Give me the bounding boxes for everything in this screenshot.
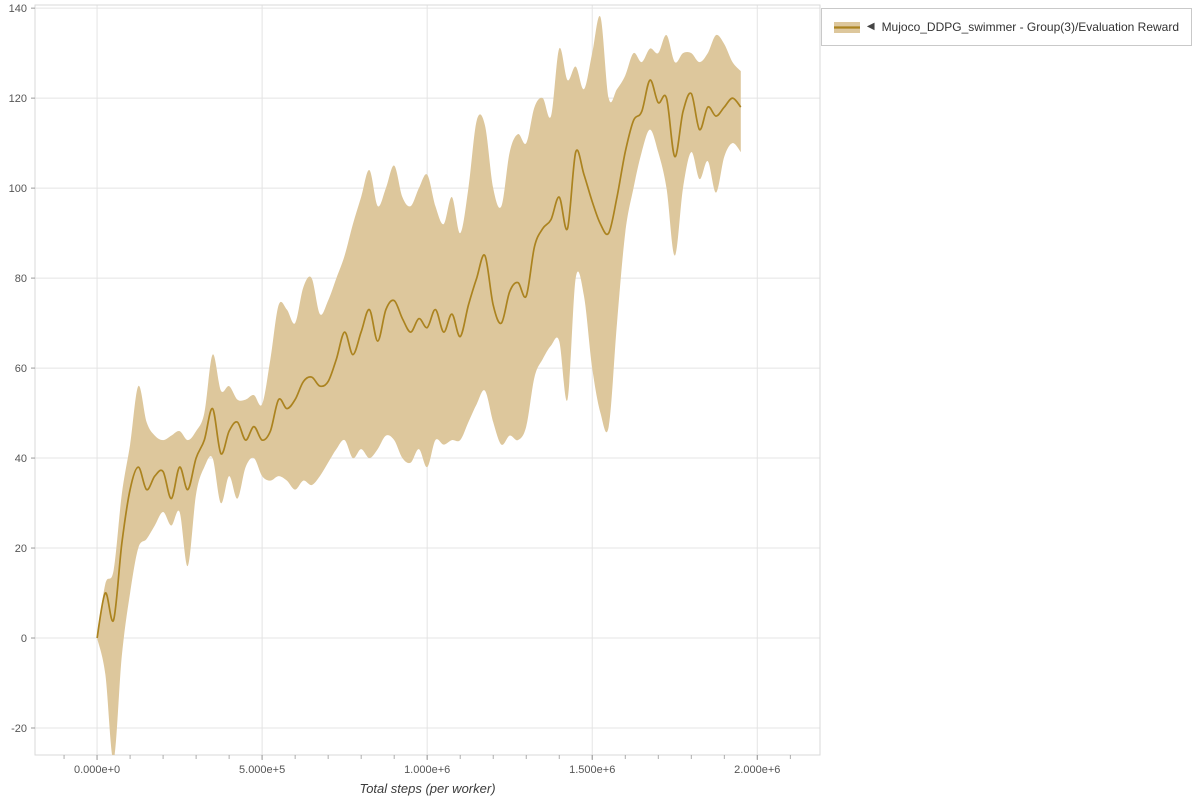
y-tick-label: 0 (21, 633, 27, 645)
y-tick-label: 60 (15, 363, 27, 375)
y-tick-label: 120 (9, 93, 27, 105)
y-tick-label: 100 (9, 183, 27, 195)
axes: -20 0 20 40 60 80 100 120 140 0.000e+0 5.000e+5 1.0… (9, 3, 791, 776)
legend[interactable]: ◀ Mujoco_DDPG_swimmer - Group(3)/Evaluat… (820, 8, 1192, 46)
confidence-band (97, 16, 741, 755)
x-axis-title: Total steps (per worker) (359, 781, 495, 796)
x-tick-label: 1.000e+6 (404, 764, 450, 776)
y-tick-label: 40 (15, 453, 27, 465)
x-tick-label: 2.000e+6 (734, 764, 780, 776)
x-tick-label: 1.500e+6 (569, 764, 615, 776)
legend-series-label: Mujoco_DDPG_swimmer - Group(3)/Evaluatio… (881, 20, 1179, 34)
legend-swatch-icon (833, 21, 860, 34)
y-tick-label: -20 (11, 723, 27, 735)
x-tick-label: 5.000e+5 (239, 764, 285, 776)
y-tick-label: 20 (15, 543, 27, 555)
x-tick-label: 0.000e+0 (74, 764, 120, 776)
mean-line (96, 79, 742, 639)
y-tick-label: 80 (15, 273, 27, 285)
y-tick-label: 140 (9, 3, 27, 15)
legend-collapse-icon[interactable]: ◀ (866, 21, 875, 32)
